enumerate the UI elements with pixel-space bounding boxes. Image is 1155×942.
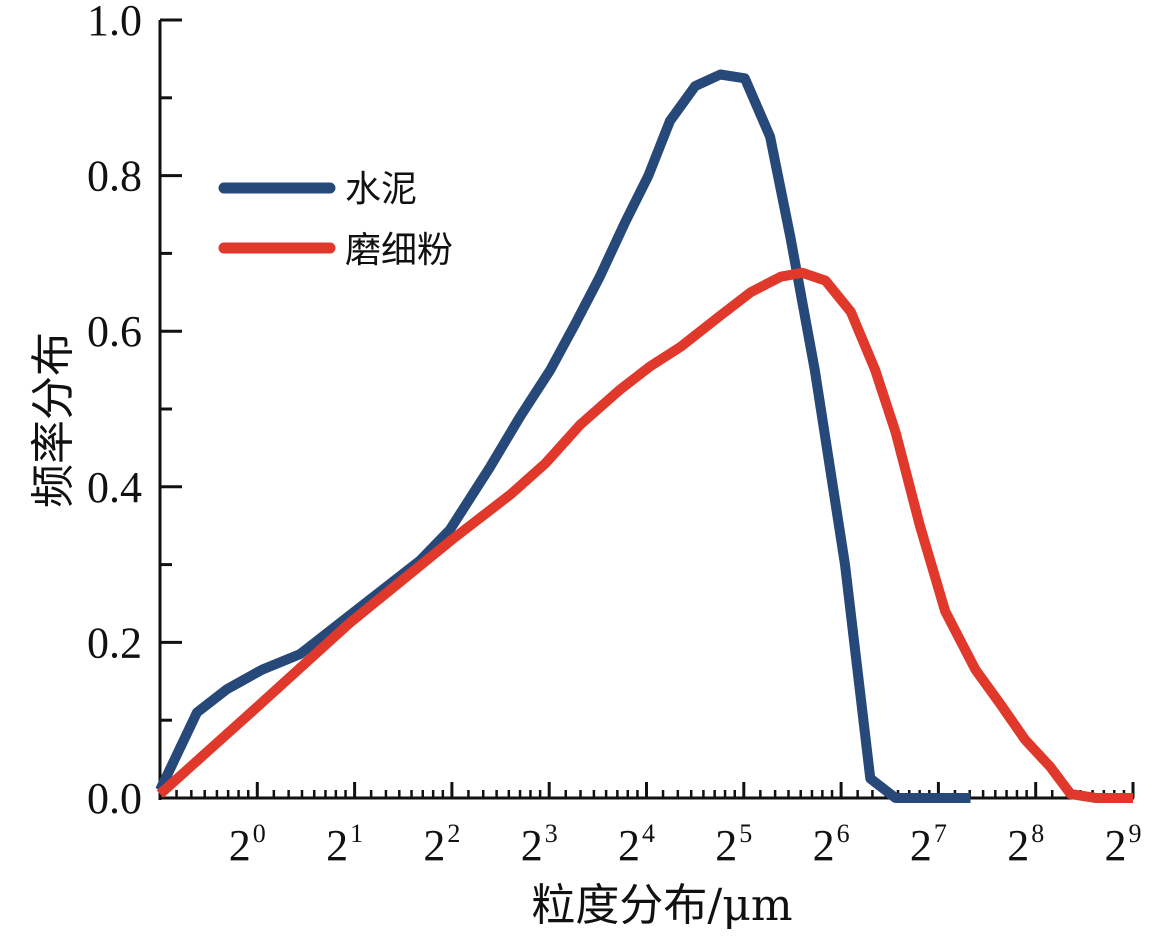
axes: 0.0 0.2 0.4 0.6 0.8 1.0 20 21 22 23 24 25 26 27 28 29 <box>87 0 1142 870</box>
y-tick-label: 0.6 <box>87 307 142 356</box>
series-line-0 <box>155 69 971 803</box>
y-tick-label: 0.4 <box>87 463 142 512</box>
legend: 水泥 磨细粉 <box>218 169 453 271</box>
y-tick-label: 1.0 <box>87 0 142 45</box>
legend-label-cement: 水泥 <box>345 169 417 210</box>
y-tick-label: 0.0 <box>87 774 142 823</box>
y-tick-label: 0.8 <box>87 152 142 201</box>
series-line-1 <box>156 267 1133 803</box>
x-tick-label: 28 <box>1007 819 1044 870</box>
x-tick-label: 25 <box>715 819 752 870</box>
x-tick-label: 27 <box>910 819 947 870</box>
legend-label-slag-powder: 磨细粉 <box>345 230 453 271</box>
series-layer <box>155 69 1133 803</box>
y-tick-label: 0.2 <box>87 618 142 667</box>
x-tick-label: 26 <box>813 819 850 870</box>
x-tick-label: 20 <box>229 819 266 870</box>
x-tick-label: 23 <box>521 819 558 870</box>
x-axis-title: 粒度分布/μm <box>531 880 792 931</box>
x-tick-label: 29 <box>1105 819 1142 870</box>
x-tick-label: 21 <box>326 819 363 870</box>
x-tick-label: 22 <box>423 819 460 870</box>
y-axis-title: 频率分布 <box>28 332 79 508</box>
x-tick-label: 24 <box>618 819 655 870</box>
